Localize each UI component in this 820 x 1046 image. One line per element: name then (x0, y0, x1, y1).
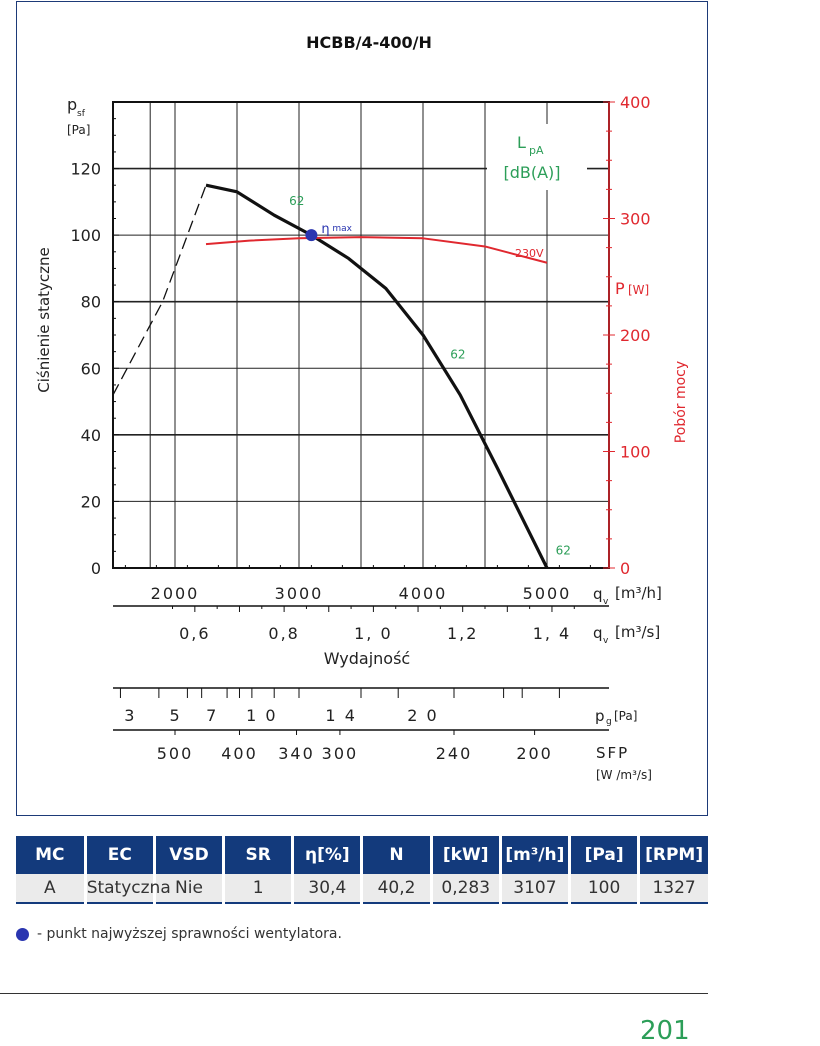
pg-axis-symbol: p (595, 707, 605, 725)
table-header-cell: η[%] (292, 836, 364, 874)
page-number: 201 (640, 1016, 690, 1046)
lpa-label-bg (487, 124, 587, 190)
sfp-tick-label: 240 (436, 744, 473, 763)
pg-tick-label: 3 (124, 706, 136, 725)
pg-tick-label: 1 4 (325, 706, 356, 725)
power-curve (205, 236, 548, 264)
table-header-cell: [RPM] (638, 836, 708, 874)
secondary-axis-unit: [m³/s] (615, 623, 660, 641)
y-tick-label: 120 (70, 160, 101, 179)
secondary-tick-label: 1, 0 (354, 624, 393, 643)
table-cell: 3107 (500, 874, 572, 904)
y-tick-label: 60 (81, 359, 101, 378)
y-axis-symbol: p (67, 95, 77, 114)
y-tick-label: 20 (81, 492, 101, 511)
pg-axis-unit: [Pa] (614, 709, 637, 723)
table-header-cell: [Pa] (569, 836, 641, 874)
footer-divider (0, 993, 708, 994)
sfp-tick-label: 340 (278, 744, 315, 763)
chart-frame: HCBB/4-400/H 0 20 40 60 80 100 120 p sf [Pa] Ciśni… (16, 1, 708, 816)
eta-max-symbol: η (321, 222, 329, 237)
y-tick-label: 0 (91, 559, 101, 578)
x-tick-label: 4000 (399, 584, 448, 603)
secondary-tick-label: 0,8 (268, 624, 299, 643)
secondary-tick-label: 1, 4 (533, 624, 572, 643)
y-tick-label: 80 (81, 293, 101, 312)
right-tick-label: 100 (620, 443, 651, 462)
table-cell: 30,4 (292, 874, 364, 904)
sfp-tick-label: 300 (322, 744, 359, 763)
x-tick-label: 3000 (275, 584, 324, 603)
x-axis-label: Wydajność (324, 649, 410, 668)
pg-axis-subscript: g (606, 717, 612, 727)
table-header-cell: SR (223, 836, 295, 874)
right-axis-label: Pobór mocy (673, 361, 689, 443)
x-tick-label: 5000 (523, 584, 572, 603)
unstable-region-curve (112, 184, 207, 396)
right-tick-label: 0 (620, 559, 630, 578)
x-axis-subscript: v (603, 597, 609, 607)
sound-level-label: 62 (450, 347, 465, 361)
y-tick-label: 100 (70, 226, 101, 245)
sfp-tick-label: 200 (516, 744, 553, 763)
sfp-tick-label: 400 (221, 744, 258, 763)
x-axis-unit: [m³/h] (615, 584, 662, 602)
y-tick-label: 40 (81, 426, 101, 445)
table-cell: Nie (154, 874, 226, 904)
table-header-cell: MC (16, 836, 87, 874)
series-label: 230V (515, 247, 544, 260)
right-axis-unit: [W] (628, 283, 649, 297)
max-efficiency-dot-icon (16, 927, 29, 941)
lpa-label-unit: [dB(A)] (503, 163, 560, 182)
secondary-axis-symbol: q (593, 624, 603, 642)
table-cell: 40,2 (361, 874, 433, 904)
right-tick-label: 400 (620, 93, 651, 112)
y-axis-unit: [Pa] (67, 123, 90, 137)
sfp-axis-unit: [W /m³/s] (596, 768, 652, 782)
x-tick-label: 2000 (151, 584, 200, 603)
lpa-label-subscript: pA (529, 144, 544, 157)
fan-spec-table: MC EC VSD SR η[%] N [kW] [m³/h] [Pa] [RPM] A Staty… (16, 836, 708, 904)
table-header-row: MC EC VSD SR η[%] N [kW] [m³/h] [Pa] [RPM] (16, 836, 708, 874)
max-efficiency-marker (305, 229, 318, 242)
secondary-tick-label: 0,6 (179, 624, 210, 643)
eta-max-subscript: max (332, 224, 352, 234)
sound-level-label: 62 (556, 544, 571, 558)
pg-tick-label: 5 (170, 706, 182, 725)
table-header-cell: [kW] (431, 836, 502, 874)
sfp-tick-label: 500 (157, 744, 194, 763)
table-cell: 0,283 (431, 874, 502, 904)
legend-note-text: - punkt najwyższej sprawności wentylator… (37, 926, 342, 942)
y-axis-subscript: sf (77, 109, 86, 119)
table-header-cell: VSD (154, 836, 226, 874)
chart-title: HCBB/4-400/H (306, 33, 432, 52)
x-axis-symbol: q (593, 585, 603, 603)
pg-tick-label: 7 (206, 706, 218, 725)
right-axis-symbol: P (615, 279, 625, 298)
secondary-axis-subscript: v (603, 636, 609, 646)
pg-tick-label: 1 0 (246, 706, 277, 725)
sound-level-label: 62 (289, 194, 304, 208)
table-row: A Statyczna Nie 1 30,4 40,2 0,283 3107 100 1327 (16, 874, 708, 904)
pressure-curve (205, 183, 549, 569)
table-cell: Statyczna (85, 874, 171, 904)
table-cell: 1 (223, 874, 295, 904)
lpa-label-symbol: L (517, 133, 526, 152)
table-header-cell: EC (85, 836, 156, 874)
table-header-cell: N (361, 836, 433, 874)
sfp-axis-label: SFP (596, 744, 629, 762)
legend-note: - punkt najwyższej sprawności wentylator… (16, 926, 342, 942)
table-cell: 100 (569, 874, 641, 904)
table-header-cell: [m³/h] (500, 836, 572, 874)
table-cell: A (16, 874, 87, 904)
right-tick-label: 200 (620, 326, 651, 345)
secondary-tick-label: 1,2 (447, 624, 478, 643)
pg-tick-label: 2 0 (407, 706, 438, 725)
y-axis-label: Ciśnienie statyczne (35, 247, 53, 393)
table-cell: 1327 (638, 874, 708, 904)
right-tick-label: 300 (620, 210, 651, 229)
